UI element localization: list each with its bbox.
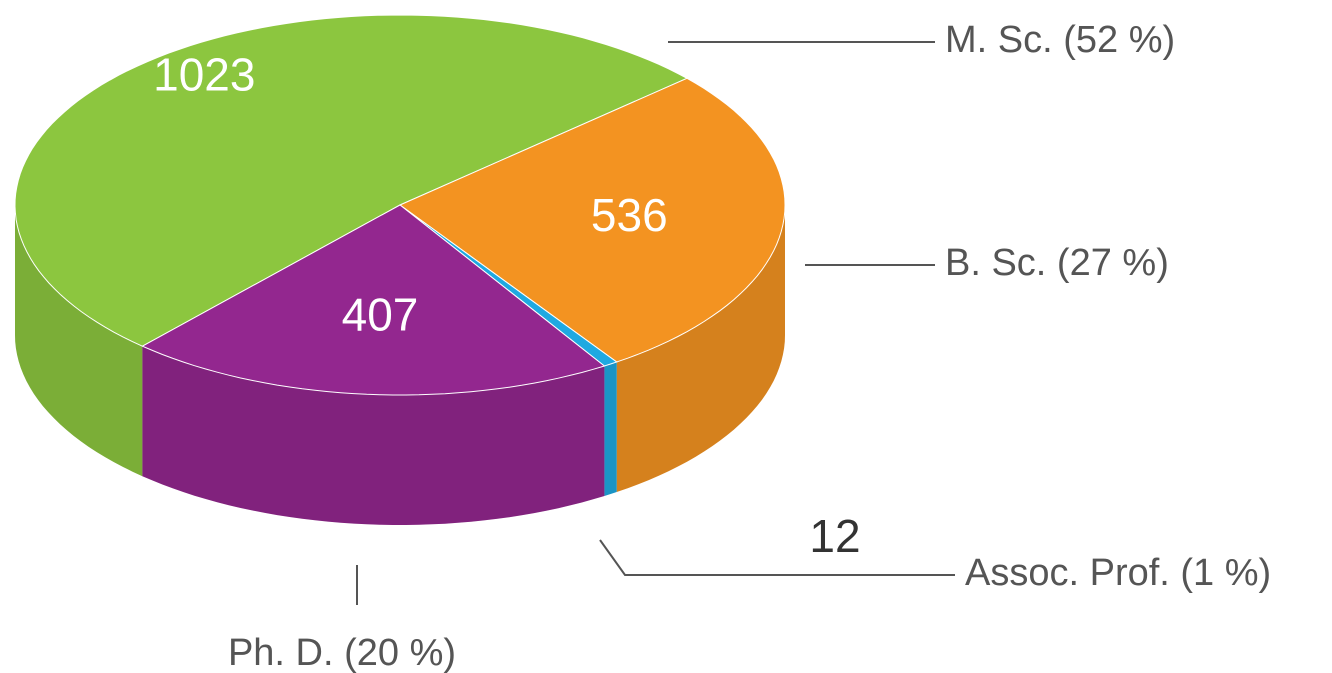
value-label: 536	[591, 189, 668, 241]
slice-side	[142, 346, 605, 525]
leader-line	[599, 539, 955, 576]
value-label: 12	[809, 510, 860, 562]
category-label: Ph. D. (20 %)	[228, 632, 456, 673]
slice-side-shade	[604, 362, 617, 496]
slice-side-shade	[616, 205, 785, 492]
slice-side	[604, 362, 617, 496]
slice	[399, 77, 786, 363]
slice	[14, 14, 689, 347]
slice-side	[616, 205, 785, 492]
category-label: Assoc. Prof. (1 %)	[965, 552, 1271, 594]
value-label: 407	[342, 289, 419, 341]
slice	[141, 204, 606, 396]
slice-side	[15, 205, 143, 477]
slice-side-shade	[15, 205, 143, 477]
slice-side-shade	[142, 346, 605, 525]
category-label: B. Sc. (27 %)	[945, 242, 1169, 284]
category-label: M. Sc. (52 %)	[945, 19, 1175, 61]
value-label: 1023	[153, 48, 255, 100]
